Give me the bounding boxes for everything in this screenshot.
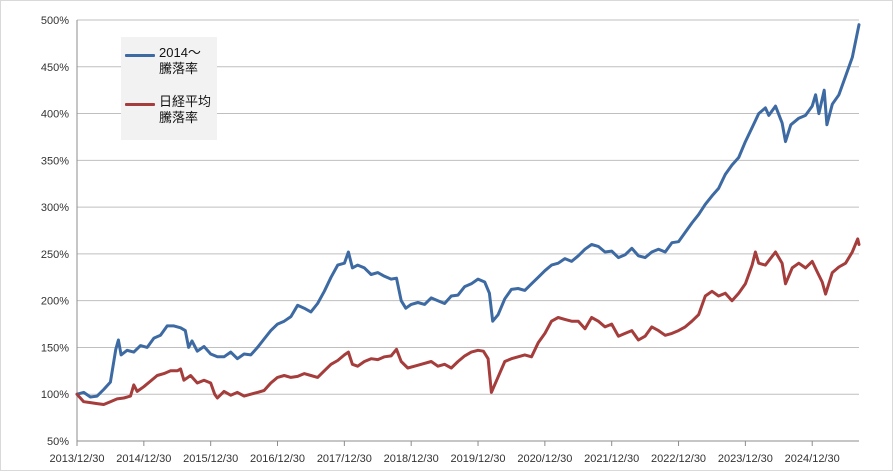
x-tick-label: 2024/12/30: [785, 453, 840, 465]
x-tick-label: 2018/12/30: [384, 453, 439, 465]
series-lines: [75, 23, 861, 406]
y-tick-label: 450%: [41, 62, 69, 74]
y-tick-label: 150%: [41, 342, 69, 354]
legend-entry-2014: 2014～ 騰落率: [125, 45, 217, 79]
y-tick-label: 200%: [41, 296, 69, 308]
x-axis-ticks: 2013/12/30 2014/12/30 2015/12/30 2016/12/30…: [49, 453, 839, 465]
x-tick-label: 2016/12/30: [250, 453, 305, 465]
x-tick-label: 2015/12/30: [183, 453, 238, 465]
x-tick-label: 2021/12/30: [584, 453, 639, 465]
y-tick-label: 250%: [41, 249, 69, 261]
y-tick-label: 500%: [41, 15, 69, 27]
x-tick-label: 2017/12/30: [317, 453, 372, 465]
legend-entry-nikkei: 日経平均 騰落率: [125, 94, 217, 128]
legend-label-nikkei: 日経平均 騰落率: [159, 94, 212, 125]
legend-label-2014: 2014～ 騰落率: [159, 45, 201, 76]
legend: 2014～ 騰落率 日経平均 騰落率: [121, 37, 217, 140]
legend-swatch-2014: [125, 54, 155, 57]
y-tick-label: 300%: [41, 202, 69, 214]
y-axis-ticks: 50% 100% 150% 200% 250% 300% 350% 400% 450% 500%: [41, 15, 69, 448]
y-tick-label: 350%: [41, 155, 69, 167]
x-tick-label: 2022/12/30: [651, 453, 706, 465]
series-line-1: [75, 237, 861, 406]
y-tick-label: 50%: [47, 436, 69, 448]
y-tick-label: 400%: [41, 109, 69, 121]
y-tick-label: 100%: [41, 389, 69, 401]
x-tick-label: 2014/12/30: [116, 453, 171, 465]
x-tick-label: 2020/12/30: [517, 453, 572, 465]
x-tick-label: 2013/12/30: [49, 453, 104, 465]
x-tick-label: 2019/12/30: [450, 453, 505, 465]
series-line-0: [75, 23, 861, 399]
axes: [76, 20, 859, 446]
x-tick-label: 2023/12/30: [718, 453, 773, 465]
legend-swatch-nikkei: [125, 103, 155, 106]
